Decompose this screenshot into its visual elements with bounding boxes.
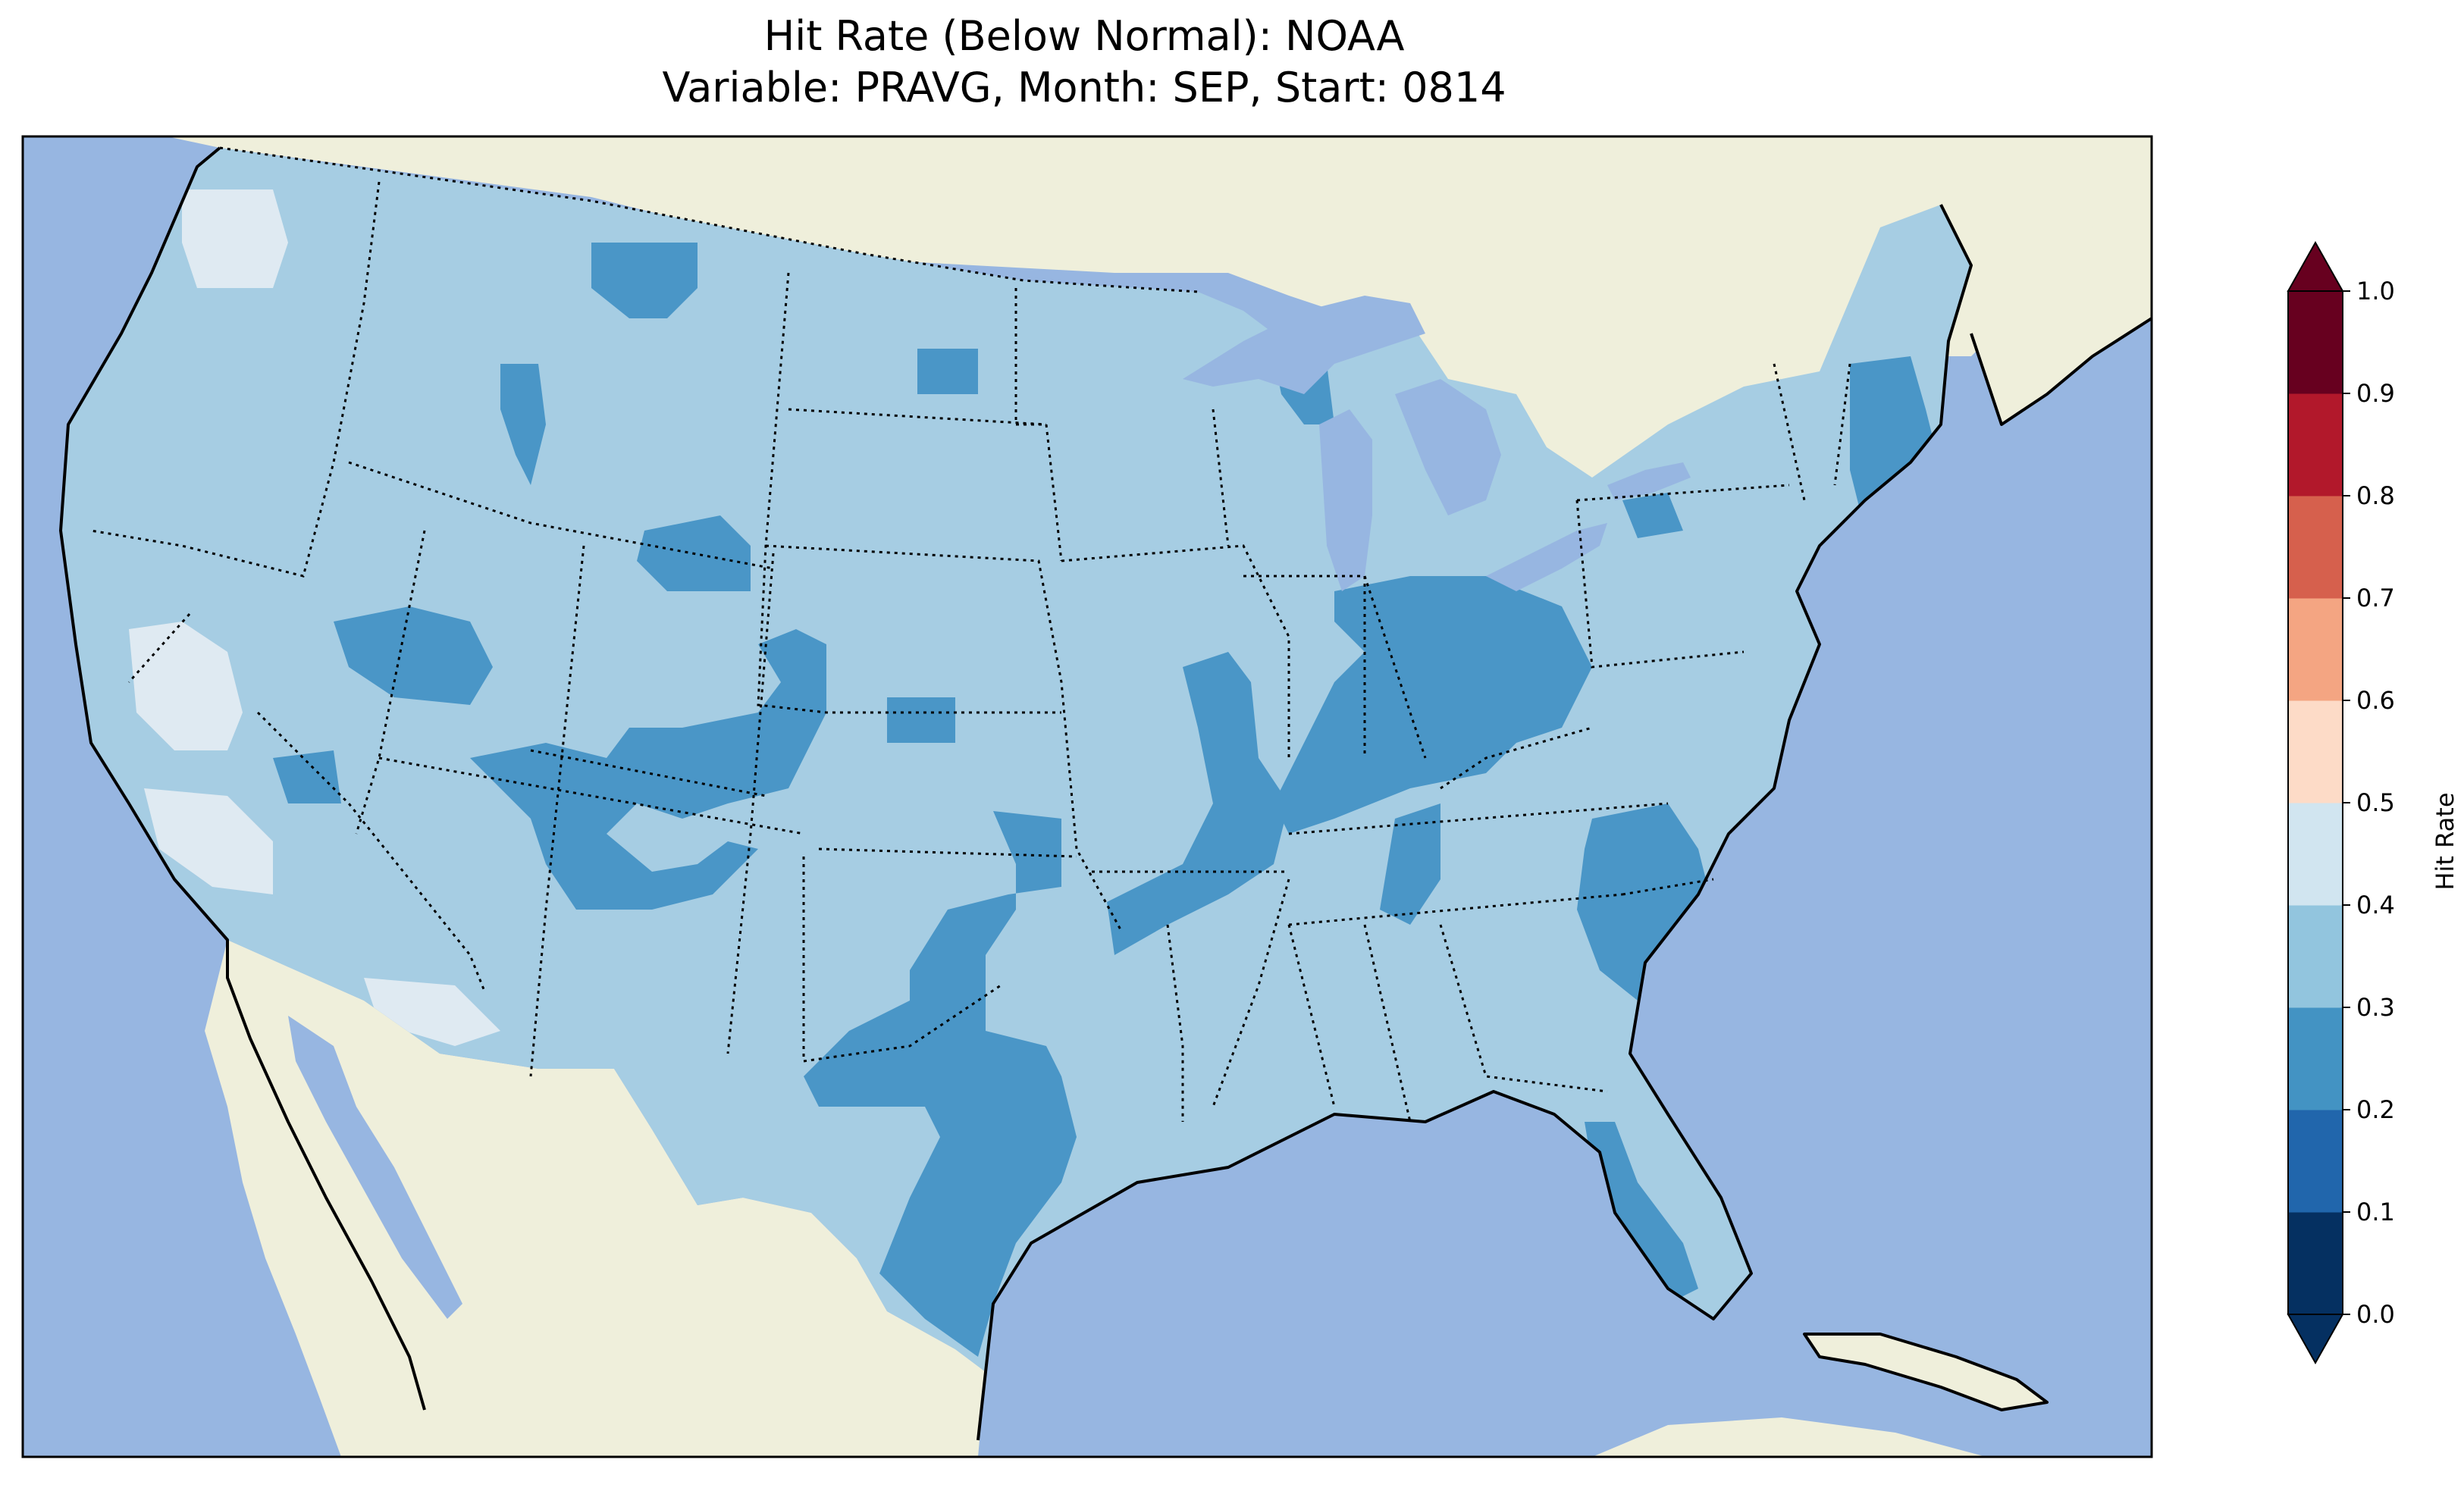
- colorbar-tick-label: 0.0: [2356, 1300, 2395, 1329]
- field-patch-ar-mo: [1107, 652, 1289, 955]
- colorbar-tick-label: 0.6: [2356, 686, 2395, 715]
- colorbar-tick-label: 0.9: [2356, 379, 2395, 408]
- field-patch-fl: [1585, 1122, 1698, 1304]
- field-patch-ca-north: [129, 622, 243, 750]
- field-patch-co: [470, 629, 826, 910]
- colorbar-extend-max: [2287, 240, 2344, 292]
- chart-title: Hit Rate (Below Normal): NOAA Variable: …: [0, 11, 2168, 114]
- colorbar-tick-label: 0.3: [2356, 993, 2395, 1022]
- maritimes-coastline: [1970, 317, 2152, 426]
- title-line-2: Variable: PRAVG, Month: SEP, Start: 0814: [662, 64, 1506, 111]
- colorbar-cell: [2288, 1007, 2343, 1110]
- field-patch-id: [500, 364, 546, 485]
- colorbar-cell: [2288, 598, 2343, 701]
- gulf-of-california: [288, 1016, 462, 1319]
- colorbar-label: Hit Rate: [2431, 792, 2459, 890]
- colorbar-tick-label: 0.4: [2356, 891, 2395, 919]
- maritimes-landmass: [1971, 197, 2152, 424]
- colorbar: 0.0 0.1 0.2 0.3 0.4 0.5 0.6 0.7 0.8 0.9 1.0 Hit Ra…: [2287, 240, 2459, 1365]
- colorbar-cell: [2288, 291, 2343, 394]
- colorbar-cell: [2288, 1110, 2343, 1213]
- colorbar-extend-min: [2287, 1314, 2344, 1365]
- colorbar-ticks: 0.0 0.1 0.2 0.3 0.4 0.5 0.6 0.7 0.8 0.9 1.0: [2343, 277, 2395, 1329]
- colorbar-cells: [2287, 290, 2343, 1315]
- lake-erie: [1486, 523, 1607, 591]
- lake-michigan: [1319, 409, 1372, 591]
- field-patch-mt: [591, 243, 698, 318]
- colorbar-cell: [2288, 393, 2343, 496]
- field-patch-wa: [182, 189, 288, 288]
- field-patch-nv-ut: [334, 606, 493, 705]
- cuba-coastline: [1803, 1333, 2049, 1411]
- us-coastline: [59, 146, 426, 1411]
- cuba-landmass: [1804, 1334, 2047, 1410]
- baja-peninsula: [220, 940, 425, 1417]
- colorbar-tick-label: 0.5: [2356, 788, 2395, 817]
- map-frame: [21, 135, 2153, 1458]
- lake-ontario: [1607, 462, 1691, 500]
- colorbar-cell: [2288, 905, 2343, 1008]
- state-borders: [90, 146, 1851, 1123]
- field-patch-nm-sw: [273, 750, 341, 803]
- south-coast-landmass: [1592, 1417, 1986, 1457]
- colorbar-tick-label: 1.0: [2356, 277, 2395, 305]
- gulf-coastline: [977, 204, 1973, 1441]
- field-patch-nd: [917, 349, 978, 394]
- field-patch-ca-south: [144, 788, 273, 894]
- colorbar-tick-label: 0.7: [2356, 584, 2395, 612]
- field-patch-tx: [804, 811, 1077, 1357]
- colorbar-cell: [2288, 496, 2343, 599]
- colorbar-tick-label: 0.8: [2356, 481, 2395, 510]
- colorbar-cell: [2288, 803, 2343, 906]
- colorbar-tick-label: 0.1: [2356, 1198, 2395, 1226]
- colorbar-tick-label: 0.2: [2356, 1095, 2395, 1124]
- canada-landmass: [167, 136, 2152, 531]
- colorbar-cell: [2288, 1212, 2343, 1315]
- title-line-1: Hit Rate (Below Normal): NOAA: [763, 12, 1405, 60]
- field-patch-tn: [1380, 803, 1440, 925]
- lake-huron: [1395, 379, 1501, 515]
- field-patch-ks: [887, 697, 955, 743]
- field-patch-in-oh: [1274, 576, 1592, 834]
- field-patch-ny: [1622, 493, 1683, 538]
- colorbar-cell: [2288, 700, 2343, 803]
- lake-superior: [1183, 296, 1425, 394]
